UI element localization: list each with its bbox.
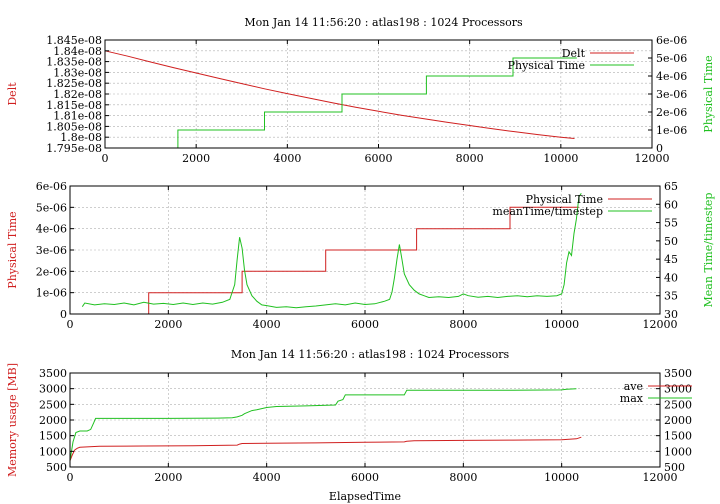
chart-title: Mon Jan 14 11:56:20 : atlas198 : 1024 Pr… [231,348,510,361]
y-left-tick-label: 1.83e-08 [53,66,102,79]
x-tick-label: 2000 [154,471,182,484]
y-left-tick-label: 3e-06 [36,244,67,257]
x-tick-label: 8000 [449,471,477,484]
y-right-tick-label: 35 [664,290,678,303]
legend-label: Physical Time [526,193,603,206]
y-left-tick-label: 1500 [39,430,67,443]
y-right-tick-label: 1e-06 [656,124,687,137]
y-left-tick-label: 500 [46,461,67,474]
x-tick-label: 4000 [273,152,301,165]
x-tick-label: 12000 [635,152,670,165]
y-right-tick-label: 0 [656,142,663,155]
panel-top: 0 2000 4000 6000 8000 10000 12000 1.795e-081.8e… [6,16,715,165]
y-left-tick-label: 1.805e-08 [46,120,102,133]
y-left-tick-label: 4e-06 [36,223,67,236]
x-tick-label: 2000 [154,318,182,331]
y-right-tick-label: 55 [664,217,678,230]
series-line-physical-time [148,206,579,314]
x-tick-label: 8000 [449,318,477,331]
series-line-physical-time [177,57,577,148]
y-right-tick-label: 6e-06 [656,34,687,47]
y-left-tick-label: 1.815e-08 [46,99,102,112]
legend-label: Physical Time [508,59,585,72]
y-right-tick-label: 5e-06 [656,52,687,65]
x-tick-label: 12000 [643,471,678,484]
x-tick-label: 10000 [544,318,579,331]
y-right-tick-label: 2e-06 [656,106,687,119]
series-line-max [69,388,577,461]
y-left-tick-label: 1.8e-08 [60,131,102,144]
x-tick-label: 10000 [543,152,578,165]
y-left-tick-label: 3000 [39,383,67,396]
y-left-tick-label: 1.835e-08 [46,56,102,69]
y-right-axis-label: Physical Time [702,55,715,132]
x-tick-label: 0 [67,471,74,484]
y-right-tick-label: 1000 [664,445,692,458]
y-left-tick-label: 1.81e-08 [53,110,102,123]
legend-label: max [620,392,644,405]
x-tick-label: 2000 [182,152,210,165]
y-left-tick-label: 2000 [39,414,67,427]
y-left-tick-label: 2e-06 [36,265,67,278]
y-left-axis-label: Delt [6,82,19,106]
x-tick-label: 0 [67,318,74,331]
y-right-tick-label: 3500 [664,367,692,380]
x-tick-label: 8000 [456,152,484,165]
series-line-delt [104,50,575,139]
y-right-tick-label: 40 [664,271,678,284]
y-left-tick-label: 3500 [39,367,67,380]
x-tick-label: 0 [102,152,109,165]
x-tick-label: 6000 [351,471,379,484]
legend-label: ave [624,380,643,393]
y-left-tick-label: 1.84e-08 [53,45,102,58]
x-tick-label: 10000 [544,471,579,484]
y-left-axis-label: Memory usage [MB] [6,363,19,477]
chart-title: Mon Jan 14 11:56:20 : atlas198 : 1024 Pr… [244,16,523,29]
y-right-tick-label: 45 [664,253,678,266]
y-left-tick-label: 5e-06 [36,201,67,214]
y-left-tick-label: 1e-06 [36,287,67,300]
y-right-tick-label: 60 [664,198,678,211]
series-line-ave [69,436,582,461]
series-line-meantime-timestep [81,193,582,309]
y-left-tick-label: 1.825e-08 [46,77,102,90]
y-right-tick-label: 500 [664,461,685,474]
y-right-tick-label: 50 [664,235,678,248]
y-left-tick-label: 1.845e-08 [46,34,102,47]
y-right-tick-label: 2500 [664,398,692,411]
panel-middle: 0 2000 4000 6000 8000 10000 12000 0 1e-06 2e-06 3e… [6,180,715,331]
x-tick-label: 12000 [643,318,678,331]
y-left-axis-label: Physical Time [6,211,19,288]
x-tick-label: 6000 [365,152,393,165]
x-tick-label: 4000 [253,471,281,484]
x-tick-label: 4000 [253,318,281,331]
y-right-tick-label: 65 [664,180,678,193]
y-left-tick-label: 6e-06 [36,180,67,193]
y-right-tick-label: 2000 [664,414,692,427]
y-left-tick-label: 1.795e-08 [46,142,102,155]
y-left-tick-label: 1000 [39,445,67,458]
legend-label: meanTime/timestep [492,205,603,218]
y-left-tick-label: 0 [60,308,67,321]
panel-bottom: 0 2000 4000 6000 8000 10000 120005001000150020… [6,348,692,503]
y-left-tick-label: 1.82e-08 [53,88,102,101]
legend-label: Delt [562,47,586,60]
y-right-tick-label: 3000 [664,383,692,396]
x-axis-label: ElapsedTime [329,490,401,503]
y-right-tick-label: 4e-06 [656,70,687,83]
y-right-tick-label: 1500 [664,430,692,443]
y-right-tick-label: 30 [664,308,678,321]
y-left-tick-label: 2500 [39,398,67,411]
y-right-axis-label: Mean Time/timestep [702,193,715,308]
y-right-tick-label: 3e-06 [656,88,687,101]
x-tick-label: 6000 [351,318,379,331]
